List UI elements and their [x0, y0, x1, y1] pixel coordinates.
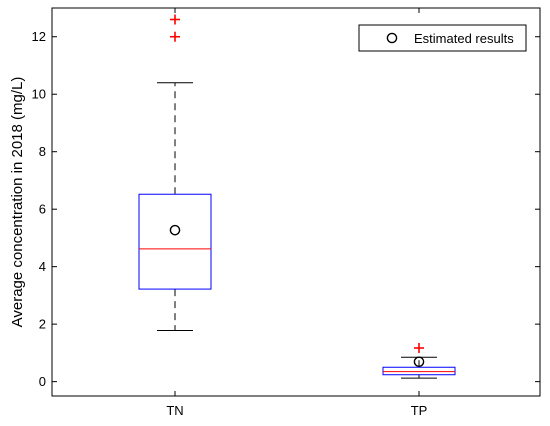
y-axis: 0 2 4 6 8 10 12	[32, 29, 540, 389]
outlier-marker	[170, 31, 180, 42]
plot-area	[51, 7, 541, 397]
y-tick-label: 2	[39, 317, 46, 332]
y-tick-label: 10	[32, 87, 46, 102]
y-tick-label: 6	[39, 202, 46, 217]
x-axis: TN TP	[166, 8, 427, 418]
legend-marker-circle	[386, 32, 398, 44]
x-tick-label-tn: TN	[166, 403, 183, 418]
box-tn	[138, 14, 212, 331]
y-tick-label: 8	[39, 144, 46, 159]
outlier-marker	[414, 343, 424, 354]
outlier-marker	[170, 14, 180, 25]
legend-label: Estimated results	[414, 31, 514, 46]
box-tp	[382, 343, 456, 379]
iqr-box	[382, 366, 456, 376]
x-tick-label-tp: TP	[411, 403, 428, 418]
y-tick-label: 4	[39, 259, 46, 274]
iqr-box	[138, 193, 212, 290]
y-tick-label: 0	[39, 374, 46, 389]
y-tick-label: 12	[32, 29, 46, 44]
estimated-result-marker	[169, 224, 181, 236]
estimated-result-marker	[413, 356, 425, 368]
legend: Estimated results	[358, 24, 527, 52]
boxes	[138, 14, 456, 379]
y-axis-label: Average concentration in 2018 (mg/L)	[9, 77, 26, 328]
